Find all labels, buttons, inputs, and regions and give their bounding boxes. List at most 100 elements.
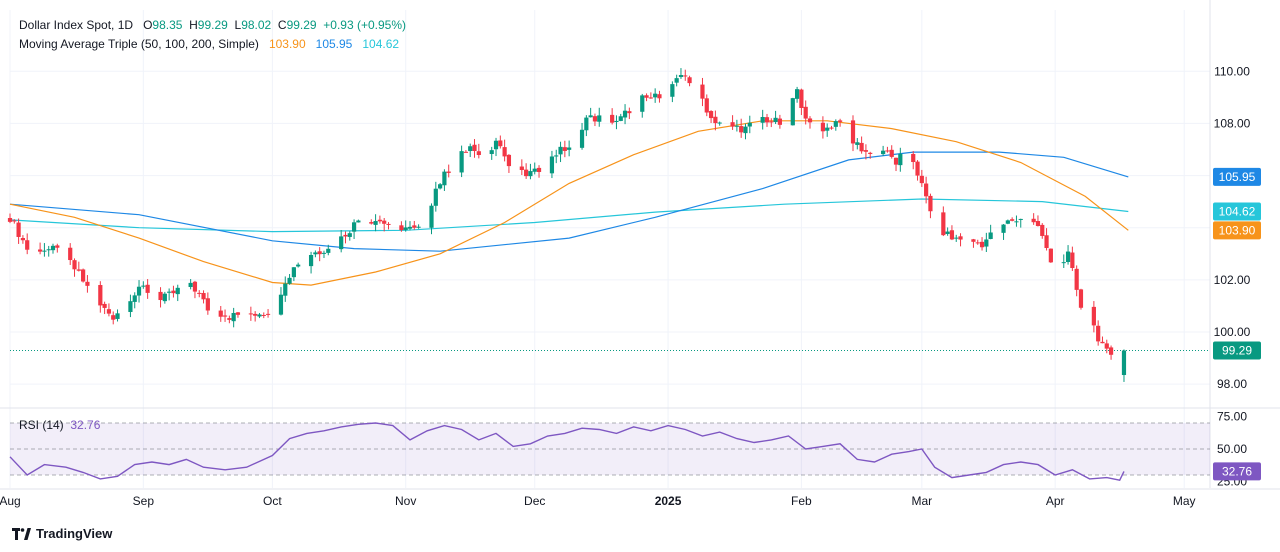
candle-body <box>549 156 555 174</box>
candle-body <box>50 245 56 251</box>
candle-body <box>429 205 434 228</box>
time-tick-label: Sep <box>133 494 155 508</box>
candle-body <box>708 111 714 119</box>
candle-body <box>356 220 361 223</box>
candle-body <box>253 313 258 316</box>
time-tick-label: Feb <box>791 494 812 508</box>
candle-body <box>597 115 602 122</box>
candle-body <box>1061 262 1066 264</box>
candle-body <box>1031 218 1036 223</box>
candle-body <box>803 106 808 119</box>
candle-body <box>317 251 322 255</box>
brand-name: TradingView <box>36 526 113 541</box>
price-tags: 105.95 104.62 103.90 99.29 32.76 <box>1213 167 1261 481</box>
rsi-title: RSI (14) <box>19 418 64 432</box>
candle-body <box>446 171 451 173</box>
open-value: 98.35 <box>152 18 183 32</box>
candle-body <box>881 150 886 155</box>
candle-body <box>373 221 378 225</box>
candle-body <box>218 310 223 317</box>
candle-body <box>1018 218 1023 220</box>
candle-body <box>678 75 684 78</box>
candle-body <box>201 293 206 300</box>
candle-body <box>889 149 894 157</box>
low-value: 98.02 <box>241 18 272 32</box>
candle-body <box>794 89 800 99</box>
tradingview-brand[interactable]: TradingView <box>12 526 112 541</box>
ma100-line <box>9 151 1129 252</box>
candle-body <box>351 222 357 232</box>
rsi-tick-label: 50.00 <box>1217 442 1247 456</box>
candle-body <box>704 98 709 113</box>
time-tick-label: Nov <box>395 494 416 508</box>
candle-body <box>85 281 90 286</box>
candle-body <box>760 116 765 123</box>
candle-body <box>343 234 348 237</box>
candle-body <box>377 219 382 222</box>
candle-body <box>326 248 331 253</box>
price-axis[interactable]: 98.00100.00102.00108.00110.0025.0050.007… <box>1214 64 1251 488</box>
candle-body <box>1070 252 1075 269</box>
candle-body <box>567 147 572 150</box>
price-tick-label: 110.00 <box>1214 64 1250 78</box>
candle-body <box>222 315 228 317</box>
candle-body <box>291 267 296 278</box>
candle-body <box>653 93 658 98</box>
candle-body <box>283 283 288 296</box>
rsi-band-fill <box>10 423 1210 475</box>
price-tag-label: 99.29 <box>1222 344 1252 358</box>
candle-body <box>235 312 241 315</box>
candle-body <box>1065 251 1071 262</box>
candle-body <box>42 250 47 252</box>
candle-body <box>627 111 632 114</box>
candle-body <box>339 236 344 250</box>
candle-body <box>308 254 314 267</box>
rsi-value: 32.76 <box>70 418 101 432</box>
candle-body <box>128 301 133 312</box>
candle-body <box>1104 343 1109 349</box>
candle-body <box>683 75 688 77</box>
candle-body <box>321 252 327 254</box>
price-tag-label: 103.90 <box>1219 223 1256 237</box>
candle-body <box>506 154 512 167</box>
ma-legend[interactable]: Moving Average Triple (50, 100, 200, Sim… <box>19 36 399 52</box>
candle-body <box>493 140 499 150</box>
candle-body <box>403 227 408 230</box>
candle-body <box>145 284 150 293</box>
candle-body <box>747 122 752 127</box>
time-axis[interactable]: Aug Sep Oct Nov Dec 2025 Feb Mar Apr May <box>0 494 1196 508</box>
tradingview-logo-icon <box>12 527 31 540</box>
candle-body <box>136 286 142 296</box>
candle-body <box>528 171 533 177</box>
candle-body <box>369 222 374 224</box>
candle-body <box>38 249 43 252</box>
price-tag <box>1213 221 1261 240</box>
candle-body <box>850 120 856 144</box>
candle-body <box>459 151 464 173</box>
candle-body <box>442 171 447 186</box>
rsi-legend[interactable]: RSI (14) 32.76 <box>19 417 100 433</box>
price-tag-label: 104.62 <box>1219 205 1256 219</box>
candle-body <box>25 240 30 250</box>
candle-body <box>102 303 107 308</box>
candle-body <box>885 150 890 152</box>
price-tick-label: 98.00 <box>1217 377 1247 391</box>
candle-body <box>588 115 593 118</box>
candle-body <box>1014 221 1019 223</box>
candle-body <box>584 117 589 131</box>
candle-body <box>192 281 198 292</box>
price-tag <box>1213 167 1261 186</box>
candle-body <box>610 114 615 123</box>
candle-body <box>764 117 770 123</box>
candle-body <box>20 238 26 241</box>
candle-body <box>979 241 985 248</box>
candle-body <box>197 292 202 294</box>
price-tag <box>1213 341 1261 360</box>
candle-body <box>829 127 834 129</box>
candle-body <box>463 151 469 153</box>
candle-body <box>519 166 524 171</box>
symbol-legend[interactable]: Dollar Index Spot, 1D O98.35 H99.29 L98.… <box>19 17 406 33</box>
candle-body <box>76 269 81 271</box>
candle-body <box>579 129 585 148</box>
candle-body <box>868 152 873 154</box>
